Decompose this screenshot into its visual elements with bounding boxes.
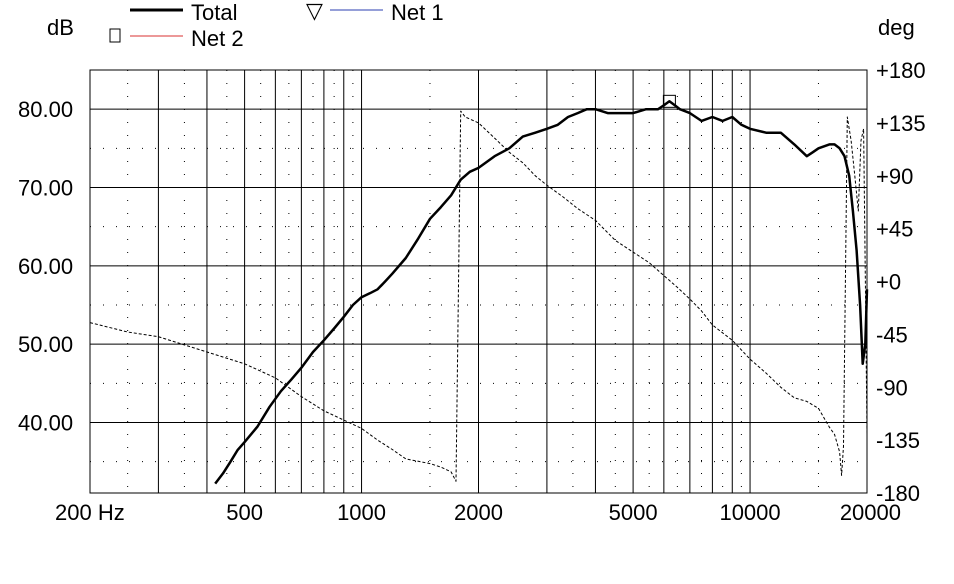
phase-curve (89, 110, 868, 482)
left-axis-tick-label: 60.00 (18, 254, 73, 279)
legend-marker-net2 (109, 28, 121, 43)
right-axis-tick-label: -90 (876, 375, 908, 400)
x-axis-tick-labels: 200 Hz 500 1000 2000 5000 10000 20000 (55, 500, 901, 525)
x-axis-tick-label: 200 Hz (55, 500, 125, 525)
right-axis-tick-label: +135 (876, 111, 926, 136)
series-layer (89, 100, 869, 485)
left-axis-tick-label: 80.00 (18, 97, 73, 122)
legend-label-net1: Net 1 (391, 0, 444, 25)
magnitude-curve-total (214, 100, 869, 485)
legend-label-net2: Net 2 (191, 26, 244, 51)
legend-label-total: Total (191, 0, 237, 25)
x-axis-tick-label: 500 (226, 500, 263, 525)
net2-square-marker (662, 94, 676, 108)
left-axis-tick-label: 70.00 (18, 176, 73, 201)
right-unit-label: deg (878, 15, 915, 40)
x-axis-tick-label: 5000 (609, 500, 658, 525)
right-axis-tick-label: +0 (876, 270, 901, 295)
left-axis-tick-label: 40.00 (18, 411, 73, 436)
right-axis-tick-label: -135 (876, 428, 920, 453)
x-axis-tick-label: 10000 (719, 500, 780, 525)
major-gridlines (89, 70, 868, 493)
x-axis-tick-label: 1000 (337, 500, 386, 525)
legend-marker-net1: ▽ (306, 0, 323, 23)
x-axis-tick-label: 2000 (454, 500, 503, 525)
right-axis-tick-label: -180 (876, 481, 920, 506)
x-axis-tick-label: 20000 (840, 500, 901, 525)
right-axis-tick-label: -45 (876, 322, 908, 347)
left-axis-tick-labels: 40.00 50.00 60.00 70.00 80.00 (18, 97, 73, 435)
right-axis-tick-label: +45 (876, 217, 913, 242)
right-axis-tick-label: +90 (876, 164, 913, 189)
right-axis-tick-label: +180 (876, 58, 926, 83)
left-unit-label: dB (47, 15, 74, 40)
left-axis-tick-label: 50.00 (18, 332, 73, 357)
right-axis-tick-labels: +180 +135 +90 +45 +0 -45 -90 -135 -180 (876, 58, 926, 506)
legend: Total ▽ Net 1 Net 2 (109, 0, 444, 51)
marker-layer (662, 94, 676, 108)
